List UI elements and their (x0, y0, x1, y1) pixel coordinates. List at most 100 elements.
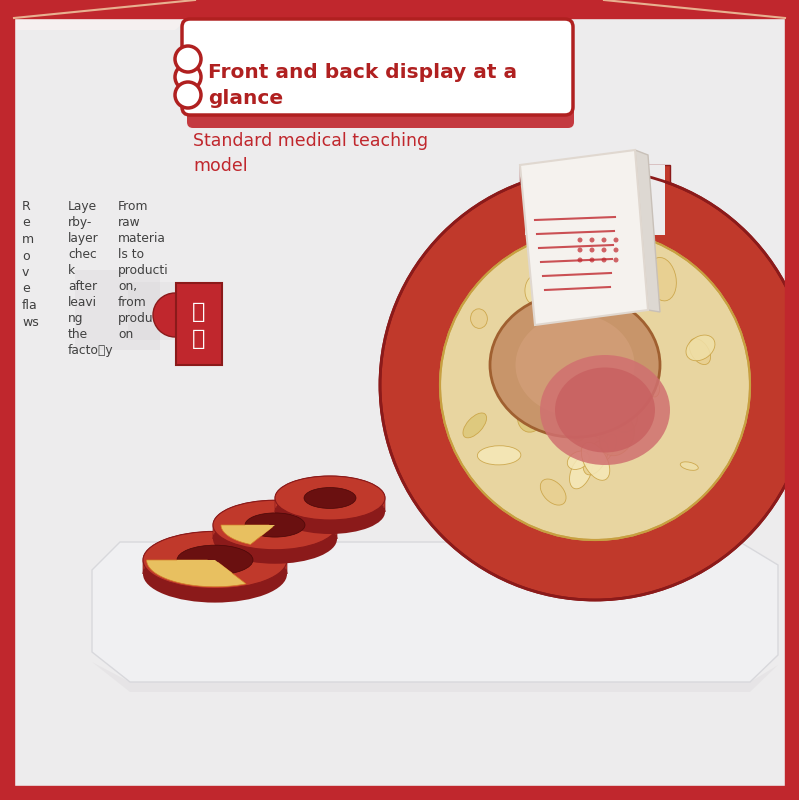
Ellipse shape (572, 422, 585, 441)
Circle shape (590, 238, 594, 242)
Bar (0, 786, 799, 800)
Ellipse shape (614, 358, 630, 382)
Ellipse shape (680, 462, 698, 470)
Ellipse shape (598, 434, 617, 462)
Ellipse shape (555, 367, 655, 453)
Ellipse shape (549, 365, 567, 386)
Ellipse shape (582, 446, 590, 458)
Ellipse shape (690, 338, 710, 365)
Ellipse shape (545, 410, 570, 435)
Ellipse shape (613, 405, 638, 432)
Text: From
raw
materia
ls to
producti
on,
from
producti
on: From raw materia ls to producti on, from… (118, 200, 169, 341)
Polygon shape (275, 476, 385, 512)
Circle shape (614, 238, 618, 242)
Circle shape (578, 247, 582, 253)
Ellipse shape (540, 355, 670, 465)
Text: Standard medical teaching
model: Standard medical teaching model (193, 132, 428, 175)
Circle shape (380, 170, 799, 600)
Ellipse shape (490, 293, 660, 438)
Ellipse shape (566, 393, 595, 426)
Ellipse shape (564, 324, 578, 342)
Ellipse shape (596, 322, 621, 351)
Ellipse shape (583, 441, 608, 475)
Polygon shape (245, 525, 275, 536)
Bar (525, 165, 665, 235)
Text: Laye
rby-
layer
chec
k
after
leavi
ng
the
factoy: Laye rby- layer chec k after leavi ng th… (68, 200, 113, 357)
Ellipse shape (559, 307, 587, 341)
Ellipse shape (500, 386, 522, 406)
Polygon shape (14, 0, 190, 30)
Ellipse shape (686, 335, 715, 361)
FancyBboxPatch shape (182, 19, 573, 115)
Ellipse shape (598, 362, 630, 394)
Ellipse shape (477, 446, 521, 465)
Circle shape (602, 258, 606, 262)
Ellipse shape (570, 455, 592, 489)
Ellipse shape (648, 258, 677, 301)
Ellipse shape (275, 490, 385, 534)
Bar (128, 282, 186, 340)
Ellipse shape (596, 346, 630, 367)
Circle shape (602, 247, 606, 253)
Ellipse shape (587, 313, 626, 342)
Ellipse shape (515, 375, 534, 405)
Circle shape (614, 258, 618, 262)
Ellipse shape (245, 513, 305, 537)
FancyBboxPatch shape (187, 44, 574, 128)
Polygon shape (143, 531, 287, 574)
Polygon shape (146, 560, 246, 586)
Ellipse shape (521, 373, 537, 392)
Text: Front and back display at a
glance: Front and back display at a glance (208, 63, 517, 108)
Polygon shape (221, 525, 272, 545)
Polygon shape (177, 560, 233, 575)
Ellipse shape (143, 531, 287, 589)
Circle shape (175, 46, 201, 72)
Ellipse shape (567, 451, 589, 470)
Text: 质: 质 (193, 329, 205, 349)
Circle shape (590, 247, 594, 253)
Ellipse shape (495, 342, 514, 357)
Ellipse shape (599, 416, 634, 456)
Circle shape (440, 230, 750, 540)
Polygon shape (635, 150, 660, 312)
Ellipse shape (559, 366, 573, 394)
Circle shape (175, 64, 201, 90)
Bar (75, 270, 160, 350)
Ellipse shape (509, 372, 532, 393)
Ellipse shape (650, 382, 660, 397)
Circle shape (602, 238, 606, 242)
Bar (176, 283, 222, 365)
Polygon shape (0, 0, 180, 18)
Text: R
e
m
o
v
e
fla
ws: R e m o v e fla ws (22, 200, 38, 329)
Ellipse shape (593, 420, 605, 438)
Ellipse shape (471, 309, 487, 328)
Ellipse shape (537, 312, 568, 330)
Ellipse shape (540, 479, 566, 505)
Ellipse shape (517, 397, 546, 432)
Ellipse shape (213, 500, 337, 550)
Ellipse shape (525, 275, 545, 305)
Ellipse shape (558, 309, 590, 343)
Polygon shape (92, 542, 778, 682)
Ellipse shape (213, 514, 337, 564)
Circle shape (578, 258, 582, 262)
Polygon shape (92, 662, 778, 692)
Polygon shape (620, 0, 799, 18)
Ellipse shape (515, 314, 634, 416)
Ellipse shape (582, 442, 610, 480)
Bar (0, 18, 14, 786)
Ellipse shape (304, 487, 356, 509)
Ellipse shape (571, 263, 592, 278)
Bar (520, 165, 670, 230)
Ellipse shape (143, 546, 287, 602)
Ellipse shape (594, 351, 613, 382)
Polygon shape (520, 150, 648, 325)
Circle shape (175, 82, 201, 108)
Circle shape (614, 247, 618, 253)
Ellipse shape (463, 413, 487, 438)
Polygon shape (213, 500, 337, 539)
Circle shape (590, 258, 594, 262)
Bar (785, 18, 799, 786)
Ellipse shape (594, 234, 622, 270)
Ellipse shape (576, 306, 610, 342)
